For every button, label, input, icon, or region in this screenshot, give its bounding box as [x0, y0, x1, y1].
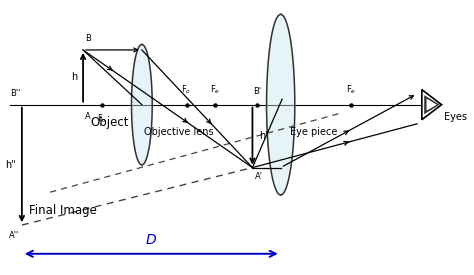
Polygon shape: [266, 14, 295, 195]
Text: D: D: [146, 233, 156, 247]
Text: Eyes: Eyes: [445, 112, 467, 122]
Polygon shape: [422, 90, 442, 120]
Text: B': B': [253, 87, 261, 97]
Text: F$_e$: F$_e$: [210, 84, 220, 97]
Text: B'': B'': [10, 89, 20, 98]
Text: F$_o$: F$_o$: [97, 113, 107, 125]
Polygon shape: [427, 99, 437, 111]
Text: A'': A'': [9, 230, 19, 240]
Polygon shape: [424, 95, 440, 114]
Text: A': A': [255, 172, 263, 181]
Text: A: A: [85, 111, 91, 120]
Text: F$_o$: F$_o$: [182, 84, 191, 97]
Text: B: B: [85, 34, 91, 43]
Text: h: h: [71, 72, 77, 82]
Text: h": h": [6, 160, 16, 170]
Text: Eye piece: Eye piece: [290, 126, 337, 137]
Polygon shape: [131, 45, 152, 165]
Text: Final Image: Final Image: [29, 204, 97, 217]
Text: h': h': [259, 131, 268, 141]
Text: Objective lens: Objective lens: [144, 126, 214, 137]
Text: Object: Object: [90, 116, 128, 129]
Text: F$_e$: F$_e$: [346, 84, 356, 97]
